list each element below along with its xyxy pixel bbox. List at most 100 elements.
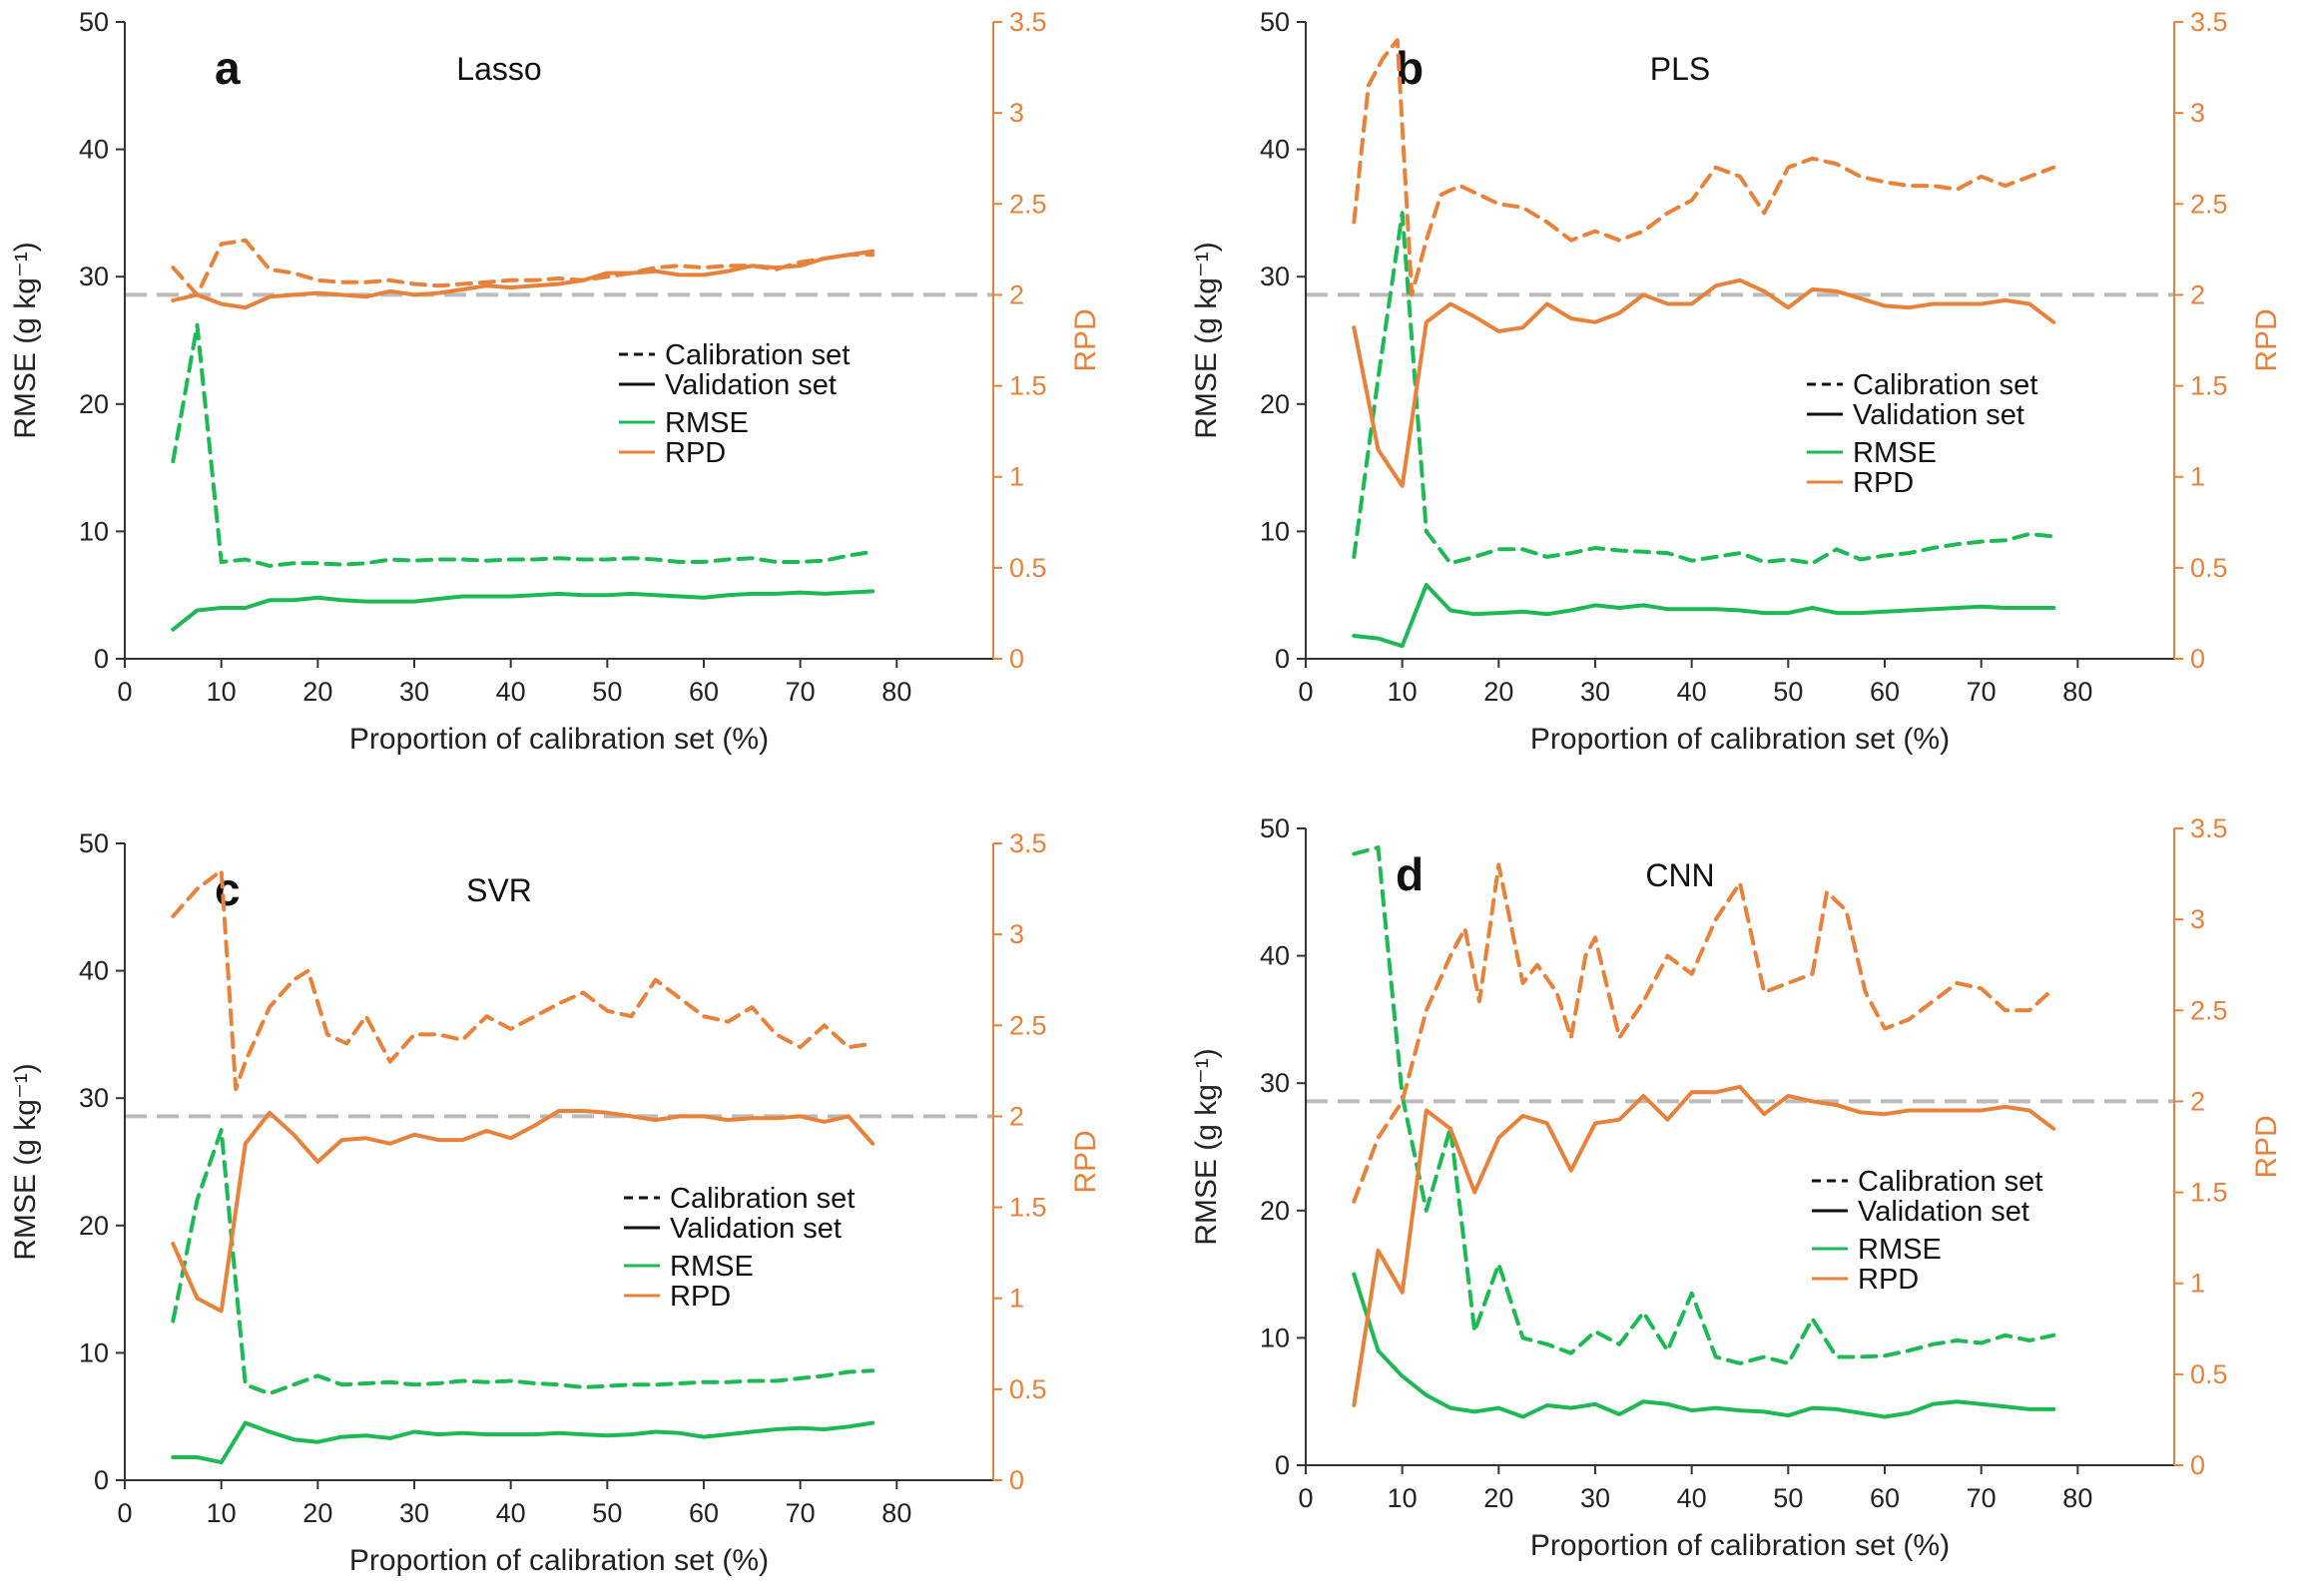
rmse-validation-line [1352,583,2056,649]
x-tick-label: 70 [786,677,816,707]
x-tick-label: 50 [592,1498,622,1528]
y-right-axis-title: RPD [2250,308,2283,371]
legend-calibration-label: Calibration set [665,339,850,371]
rpd-calibration-line [171,868,875,1092]
x-tick-label: 80 [881,677,911,707]
y-right-tick-label: 0 [1009,644,1024,674]
panel-a: 0 10 20 30 40 50 60 70 80 0 10 20 30 40 50 0 0.5 1 1.5 2 2.5… [9,7,1102,756]
x-tick-label: 0 [117,1498,132,1528]
y-left-tick-label: 0 [94,1465,109,1495]
legend-rpd-label: RPD [670,1281,731,1313]
rpd-validation-line [1352,1084,2056,1407]
rmse-calibration-line [171,322,875,568]
y-right-tick-label: 1.5 [1009,371,1047,401]
x-tick-label: 10 [207,677,237,707]
legend-calibration-label: Calibration set [1858,1166,2042,1198]
legend-calibration-label: Calibration set [670,1183,855,1215]
legend-validation-label: Validation set [665,369,837,401]
x-tick-label: 70 [786,1498,816,1528]
y-left-tick-label: 0 [1275,644,1290,674]
y-left-tick-label: 10 [79,516,109,546]
y-right-tick-label: 1.5 [2190,1178,2228,1208]
y-left-tick-label: 10 [1260,516,1290,546]
y-right-tick-label: 1.5 [1009,1193,1047,1223]
y-right-tick-label: 3.5 [2190,7,2228,37]
y-left-tick-label: 30 [1260,1068,1290,1098]
x-tick-label: 60 [1870,1483,1900,1513]
y-right-tick-label: 2 [1009,1101,1024,1131]
panel-title: CNN [1645,857,1714,893]
rpd-calibration-line [1352,38,2056,297]
legend-rpd-label: RPD [665,437,726,469]
rmse-validation-line [171,1420,875,1465]
y-right-tick-label: 1 [2190,1269,2205,1299]
panel-title: PLS [1650,51,1710,87]
y-left-tick-label: 40 [79,135,109,165]
panel-title: Lasso [456,51,541,87]
y-right-tick-label: 3 [1009,98,1024,128]
y-right-tick-label: 0.5 [1009,553,1047,583]
x-tick-label: 20 [1483,677,1513,707]
y-right-tick-label: 0 [2190,644,2205,674]
y-right-tick-label: 0 [2190,1450,2205,1480]
legend-rpd-label: RPD [1858,1264,1919,1296]
y-left-tick-label: 40 [79,956,109,986]
y-left-tick-label: 20 [79,389,109,419]
panel-b: 0 10 20 30 40 50 60 70 80 0 10 20 30 40 50 0 0.5 1 1.5 2 2.5… [1190,7,2283,756]
y-right-axis-title: RPD [2250,1115,2283,1178]
legend-calibration-label: Calibration set [1853,369,2037,401]
x-tick-label: 40 [496,1498,526,1528]
y-right-axis-title: RPD [1069,1130,1102,1193]
y-right-tick-label: 3 [1009,919,1024,949]
rpd-calibration-line [1352,862,2056,1204]
x-tick-label: 30 [399,677,429,707]
y-right-tick-label: 0.5 [1009,1374,1047,1404]
x-tick-label: 80 [881,1498,911,1528]
y-right-tick-label: 3 [2190,904,2205,934]
y-left-tick-label: 0 [1275,1450,1290,1480]
x-tick-label: 80 [2062,1483,2092,1513]
y-left-tick-label: 20 [1260,1196,1290,1226]
x-tick-label: 50 [1773,1483,1803,1513]
y-right-tick-label: 2 [2190,279,2205,309]
x-tick-label: 0 [117,677,132,707]
legend-rmse-label: RMSE [670,1251,754,1283]
rmse-validation-line [171,589,875,632]
x-tick-label: 60 [689,677,719,707]
y-right-tick-label: 1 [1009,462,1024,492]
y-left-tick-label: 10 [1260,1323,1290,1352]
y-right-tick-label: 2.5 [2190,189,2228,219]
x-tick-label: 40 [496,677,526,707]
y-left-axis-title: RMSE (g kg⁻¹) [9,242,42,439]
rpd-validation-line [1352,277,2056,488]
y-right-tick-label: 3.5 [1009,7,1047,37]
x-tick-label: 50 [1773,677,1803,707]
panel-c: 0 10 20 30 40 50 60 70 80 0 10 20 30 40 50 0 0.5 1 1.5 2 2.5… [9,828,1102,1577]
y-right-tick-label: 3.5 [1009,828,1047,858]
rmse-validation-line [1352,1272,2056,1419]
x-tick-label: 20 [302,677,332,707]
legend-rmse-label: RMSE [665,407,749,439]
y-left-tick-label: 0 [94,644,109,674]
y-right-tick-label: 2 [2190,1086,2205,1116]
x-tick-label: 70 [1967,677,1997,707]
y-right-tick-label: 0 [1009,1465,1024,1495]
legend-validation-label: Validation set [1853,399,2024,431]
x-axis-title: Proportion of calibration set (%) [349,1544,769,1577]
x-tick-label: 80 [2062,677,2092,707]
panel-letter: d [1396,848,1424,900]
x-tick-label: 20 [1483,1483,1513,1513]
panel-d: 0 10 20 30 40 50 60 70 80 0 10 20 30 40 50 0 0.5 1 1.5 2 2.5… [1190,813,2283,1562]
rmse-calibration-line [1352,211,2056,566]
x-axis-title: Proportion of calibration set (%) [1530,1529,1950,1562]
x-axis-title: Proportion of calibration set (%) [1530,723,1950,756]
panel-letter: c [215,863,241,915]
x-tick-label: 30 [399,1498,429,1528]
y-left-tick-label: 50 [1260,813,1290,843]
panel-title: SVR [466,872,532,908]
y-left-tick-label: 30 [79,262,109,291]
legend-rmse-label: RMSE [1853,437,1937,469]
